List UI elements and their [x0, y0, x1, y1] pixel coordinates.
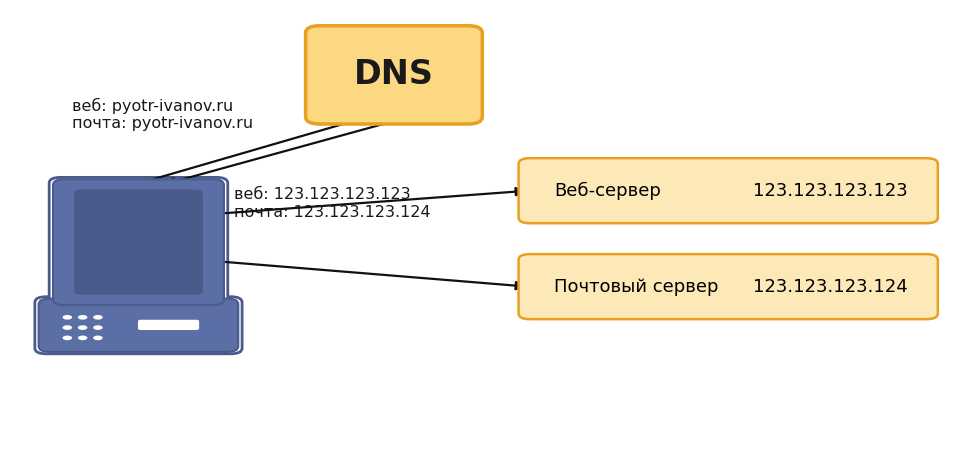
- FancyBboxPatch shape: [53, 179, 223, 305]
- FancyBboxPatch shape: [49, 177, 227, 307]
- Circle shape: [93, 336, 103, 340]
- FancyBboxPatch shape: [34, 297, 243, 354]
- Circle shape: [93, 315, 103, 320]
- Circle shape: [77, 336, 88, 340]
- FancyBboxPatch shape: [38, 299, 239, 352]
- Circle shape: [62, 315, 73, 320]
- Text: Почтовый сервер: Почтовый сервер: [554, 278, 718, 296]
- FancyBboxPatch shape: [306, 26, 482, 124]
- Text: DNS: DNS: [354, 58, 434, 91]
- Text: 123.123.123.123: 123.123.123.123: [753, 182, 907, 200]
- FancyBboxPatch shape: [138, 320, 199, 330]
- Text: веб: pyotr-ivanov.ru
почта: pyotr-ivanov.ru: веб: pyotr-ivanov.ru почта: pyotr-ivanov…: [72, 98, 253, 132]
- Text: веб: 123.123.123.123
почта: 123.123.123.124: веб: 123.123.123.123 почта: 123.123.123.…: [234, 187, 431, 220]
- Circle shape: [93, 325, 103, 330]
- Circle shape: [62, 325, 73, 330]
- Circle shape: [77, 325, 88, 330]
- Text: 123.123.123.124: 123.123.123.124: [753, 278, 907, 296]
- FancyBboxPatch shape: [519, 254, 938, 319]
- Circle shape: [62, 336, 73, 340]
- FancyBboxPatch shape: [519, 158, 938, 223]
- Circle shape: [77, 315, 88, 320]
- FancyBboxPatch shape: [74, 190, 202, 295]
- Text: Веб-сервер: Веб-сервер: [554, 182, 661, 200]
